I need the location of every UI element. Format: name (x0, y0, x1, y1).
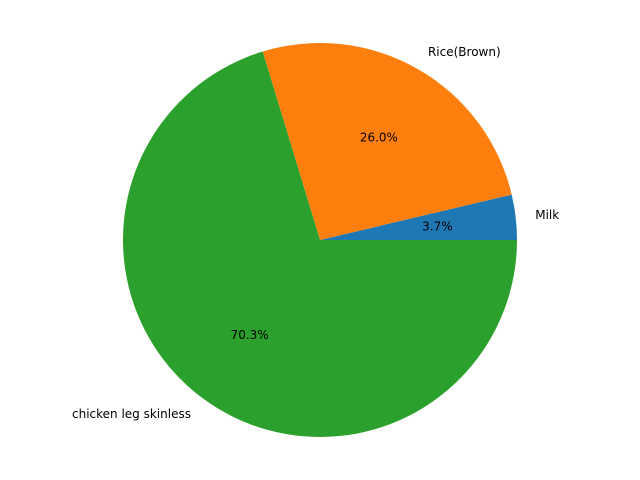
pie-slice-milk (320, 194, 517, 240)
slice-percent-chicken-leg-skinless: 70.3% (231, 328, 269, 342)
pie-slice-rice-brown (262, 43, 512, 240)
slice-label-chicken-leg-skinless: chicken leg skinless (72, 407, 191, 421)
slice-label-milk: Milk (535, 208, 559, 222)
slice-percent-rice-brown: 26.0% (360, 131, 398, 145)
slice-label-rice-brown: Rice(Brown) (428, 45, 501, 59)
pie-slice-chicken-leg-skinless (122, 51, 517, 438)
slice-percent-milk: 3.7% (422, 219, 453, 233)
pie-labels: Milk 3.7% Rice(Brown) 26.0% chicken leg skin… (72, 45, 559, 421)
pie-slices (122, 43, 517, 438)
